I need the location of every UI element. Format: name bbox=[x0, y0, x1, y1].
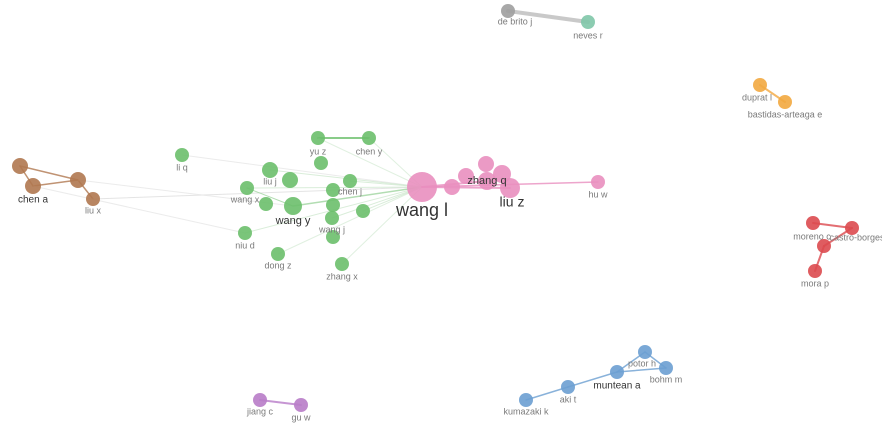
node-label: wang j bbox=[318, 224, 345, 234]
node bbox=[407, 172, 437, 202]
nodes bbox=[12, 4, 859, 412]
node-label: bohm m bbox=[650, 374, 683, 384]
node bbox=[240, 181, 254, 195]
node-label: chen y bbox=[356, 146, 383, 156]
node-label: kumazaki k bbox=[503, 406, 549, 416]
node bbox=[238, 226, 252, 240]
edge bbox=[331, 186, 423, 219]
node bbox=[326, 198, 340, 212]
node bbox=[262, 162, 278, 178]
node-label: castro-borges bbox=[829, 232, 882, 242]
node-label: niu d bbox=[235, 240, 255, 250]
node bbox=[753, 78, 767, 92]
node-label: muntean a bbox=[593, 381, 641, 392]
node bbox=[335, 257, 349, 271]
node bbox=[638, 345, 652, 359]
edge bbox=[525, 386, 569, 401]
node bbox=[259, 197, 273, 211]
node-label: potor h bbox=[628, 358, 656, 368]
node-label: de brito j bbox=[498, 16, 533, 26]
node bbox=[519, 393, 533, 407]
node bbox=[314, 156, 328, 170]
node-label: chen j bbox=[338, 186, 362, 196]
edge bbox=[317, 137, 423, 188]
edge bbox=[19, 165, 79, 181]
node bbox=[659, 361, 673, 375]
node bbox=[561, 380, 575, 394]
node bbox=[356, 204, 370, 218]
node-label: liu j bbox=[263, 176, 277, 186]
node bbox=[778, 95, 792, 109]
node-label: dong z bbox=[264, 260, 292, 270]
node bbox=[284, 197, 302, 215]
edge bbox=[32, 185, 246, 234]
edge bbox=[616, 367, 667, 373]
edge bbox=[181, 154, 423, 188]
node-label: moreno c bbox=[793, 231, 831, 241]
node bbox=[591, 175, 605, 189]
node-label: wang x bbox=[230, 194, 260, 204]
node bbox=[610, 365, 624, 379]
node bbox=[501, 4, 515, 18]
node bbox=[271, 247, 285, 261]
node-label: zhang x bbox=[326, 271, 358, 281]
edge bbox=[567, 371, 618, 388]
node bbox=[70, 172, 86, 188]
node bbox=[362, 131, 376, 145]
node bbox=[581, 15, 595, 29]
node bbox=[845, 221, 859, 235]
node bbox=[12, 158, 28, 174]
node bbox=[500, 178, 520, 198]
node bbox=[808, 264, 822, 278]
node bbox=[294, 398, 308, 412]
node bbox=[493, 165, 511, 183]
node bbox=[282, 172, 298, 188]
node bbox=[325, 211, 339, 225]
node bbox=[253, 393, 267, 407]
node-label: duprat l bbox=[742, 92, 772, 102]
edge bbox=[277, 186, 423, 255]
node-label: bastidas-arteaga e bbox=[748, 109, 823, 119]
node bbox=[25, 178, 41, 194]
node bbox=[458, 168, 474, 184]
node-label: aki t bbox=[560, 394, 577, 404]
node bbox=[175, 148, 189, 162]
node-label: liu x bbox=[85, 205, 102, 215]
node-label: li q bbox=[176, 162, 188, 172]
node-label: gu w bbox=[291, 412, 311, 422]
node-label: jiang c bbox=[246, 406, 274, 416]
node-label: hu w bbox=[588, 189, 608, 199]
node bbox=[806, 216, 820, 230]
edge bbox=[506, 9, 590, 24]
node-label: zhang q bbox=[467, 175, 506, 187]
node bbox=[478, 156, 494, 172]
node bbox=[86, 192, 100, 206]
node-label: neves r bbox=[573, 30, 603, 40]
node bbox=[311, 131, 325, 145]
labels: de brito j neves r duprat l bastidas-arteag… bbox=[18, 16, 882, 422]
node bbox=[343, 174, 357, 188]
edge bbox=[341, 186, 423, 265]
node-label: yu z bbox=[310, 146, 327, 156]
edge bbox=[92, 186, 423, 200]
node-label: chen a bbox=[18, 195, 48, 206]
edge bbox=[292, 186, 423, 207]
node-label: wang y bbox=[275, 215, 311, 227]
node-label: wang l bbox=[395, 200, 448, 220]
node bbox=[326, 230, 340, 244]
node bbox=[326, 183, 340, 197]
node-label: mora p bbox=[801, 278, 829, 288]
node bbox=[817, 239, 831, 253]
node-label: liu z bbox=[500, 194, 525, 210]
node bbox=[478, 172, 496, 190]
node bbox=[444, 179, 460, 195]
edge bbox=[77, 179, 294, 207]
